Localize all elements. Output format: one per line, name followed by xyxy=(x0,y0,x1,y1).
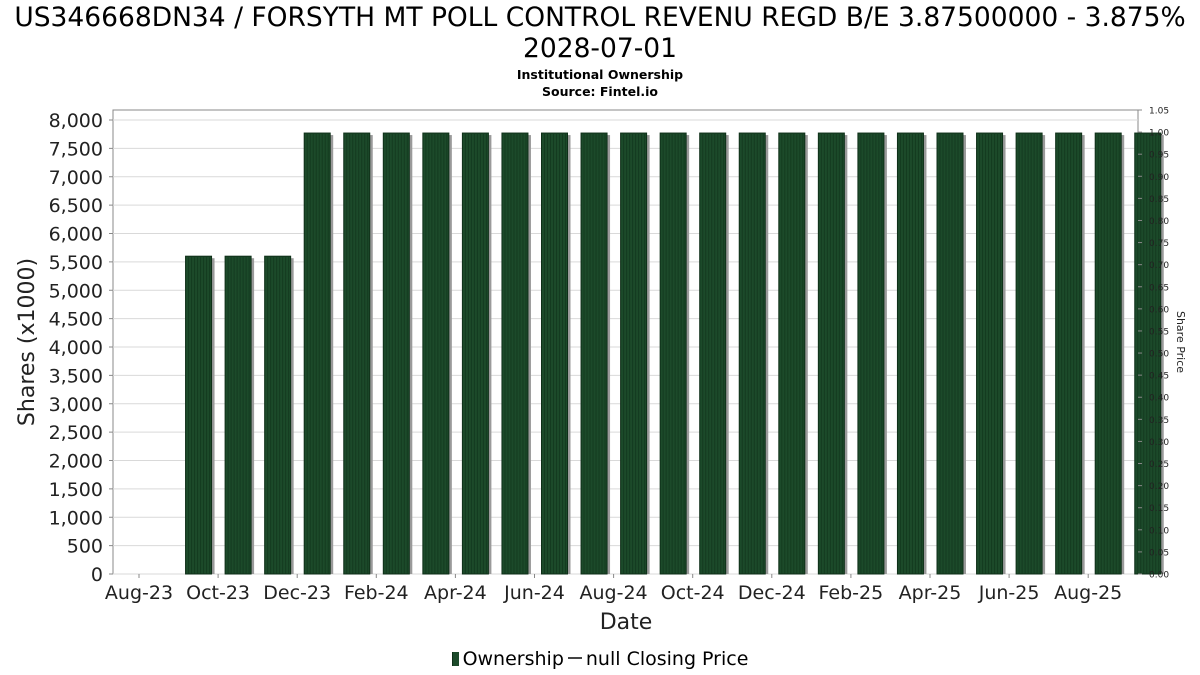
x-tick-label: Apr-24 xyxy=(424,582,487,604)
y2-tick-label: 0.95 xyxy=(1149,151,1169,161)
y2-tick-label: 0.30 xyxy=(1149,438,1169,448)
y-tick-label: 3,500 xyxy=(49,365,103,387)
ownership-bar xyxy=(896,132,924,575)
ownership-legend-swatch xyxy=(451,652,459,666)
x-axis-title: Date xyxy=(600,610,653,635)
y-tick-label: 1,500 xyxy=(49,479,103,501)
x-tick-label: Oct-23 xyxy=(186,582,250,604)
ownership-bar xyxy=(620,132,648,575)
x-tick-label: Aug-25 xyxy=(1054,582,1122,604)
y2-axis-title: Share Price xyxy=(1174,311,1187,373)
y2-tick-label: 0.40 xyxy=(1149,394,1169,404)
y2-tick-label: 0.15 xyxy=(1149,504,1169,514)
y-tick-label: 3,000 xyxy=(49,394,103,416)
ownership-bar xyxy=(738,132,766,575)
ownership-bar xyxy=(659,132,687,575)
ownership-bar xyxy=(501,132,529,575)
y2-tick-label: 0.35 xyxy=(1149,416,1169,426)
y-tick-label: 6,500 xyxy=(49,195,103,217)
x-tick-label: Aug-24 xyxy=(580,582,648,604)
y2-tick-label: 0.90 xyxy=(1149,173,1169,183)
ownership-bar xyxy=(778,132,806,575)
y-tick-label: 500 xyxy=(67,536,103,558)
ownership-bar xyxy=(817,132,845,575)
price-legend-label: null Closing Price xyxy=(585,648,749,670)
ownership-legend-label: Ownership xyxy=(462,648,564,670)
y2-tick-label: 0.65 xyxy=(1149,283,1169,293)
ownership-bar xyxy=(343,132,371,575)
ownership-bar xyxy=(264,255,292,575)
price-legend-swatch xyxy=(567,657,582,659)
y-tick-label: 4,000 xyxy=(49,337,103,359)
x-tick-label: Dec-23 xyxy=(263,582,331,604)
y-tick-label: 5,500 xyxy=(49,252,103,274)
y2-tick-label: 0.50 xyxy=(1149,350,1169,360)
y2-tick-label: 0.55 xyxy=(1149,327,1169,337)
x-tick-label: Aug-23 xyxy=(105,582,173,604)
y-tick-label: 4,500 xyxy=(49,309,103,331)
y2-tick-label: 0.80 xyxy=(1149,217,1169,227)
chart-legend: Ownership null Closing Price xyxy=(0,647,1200,671)
y-tick-label: 0 xyxy=(91,564,103,586)
ownership-chart: 0 500 1,000 1,500 2,000 2,500 3,000 3,500 4,000 4… xyxy=(15,107,1187,636)
x-tick-label: Dec-24 xyxy=(738,582,806,604)
ownership-bar xyxy=(1055,132,1083,575)
x-tick-label: Jun-24 xyxy=(503,582,565,604)
ownership-bar xyxy=(185,255,213,575)
y2-tick-label: 0.45 xyxy=(1149,372,1169,382)
ownership-bar xyxy=(382,132,410,575)
ownership-bar xyxy=(580,132,608,575)
y2-tick-label: 0.10 xyxy=(1149,526,1169,536)
y2-tick-label: 0.05 xyxy=(1149,548,1169,558)
ownership-bar xyxy=(1015,132,1043,575)
y-tick-label: 5,000 xyxy=(49,280,103,302)
chart-title: US346668DN34 / FORSYTH MT POLL CONTROL R… xyxy=(14,2,1186,64)
y2-tick-label: 0.25 xyxy=(1149,460,1169,470)
x-tick-label: Apr-25 xyxy=(899,582,962,604)
ownership-bar xyxy=(422,132,450,575)
y-tick-label: 6,000 xyxy=(49,224,103,246)
x-tick-label: Oct-24 xyxy=(661,582,725,604)
ownership-bar xyxy=(1094,132,1122,575)
ownership-bar xyxy=(303,132,331,575)
y2-tick-label: 0.60 xyxy=(1149,305,1169,315)
ownership-bar xyxy=(936,132,964,575)
ownership-bar xyxy=(857,132,885,575)
y2-tick-label: 0.20 xyxy=(1149,482,1169,492)
ownership-bar xyxy=(541,132,568,575)
y-tick-label: 2,000 xyxy=(49,451,103,473)
chart-source: Source: Fintel.io xyxy=(542,84,658,99)
y-tick-label: 8,000 xyxy=(49,110,103,132)
y-tick-label: 2,500 xyxy=(49,422,103,444)
ownership-bar xyxy=(976,132,1004,575)
y2-tick-label: 0.85 xyxy=(1149,195,1169,205)
x-tick-label: Jun-25 xyxy=(978,582,1040,604)
x-tick-label: Feb-25 xyxy=(819,582,884,604)
y2-tick-label: 1.00 xyxy=(1149,129,1169,139)
y2-tick-label: 0.00 xyxy=(1149,571,1169,581)
y-tick-label: 7,000 xyxy=(49,167,103,189)
ownership-bar xyxy=(461,132,489,575)
y2-tick-label: 0.75 xyxy=(1149,239,1169,249)
y-axis-title: Shares (x1000) xyxy=(15,258,40,426)
chart-subtitle: Institutional Ownership xyxy=(516,67,684,82)
x-tick-label: Feb-24 xyxy=(344,582,409,604)
ownership-bar xyxy=(699,132,727,575)
ownership-bar xyxy=(224,255,252,575)
y-tick-label: 7,500 xyxy=(49,138,103,160)
y-tick-label: 1,000 xyxy=(49,507,103,529)
y2-tick-label: 0.70 xyxy=(1149,261,1169,271)
y2-tick-label: 1.05 xyxy=(1149,107,1169,117)
